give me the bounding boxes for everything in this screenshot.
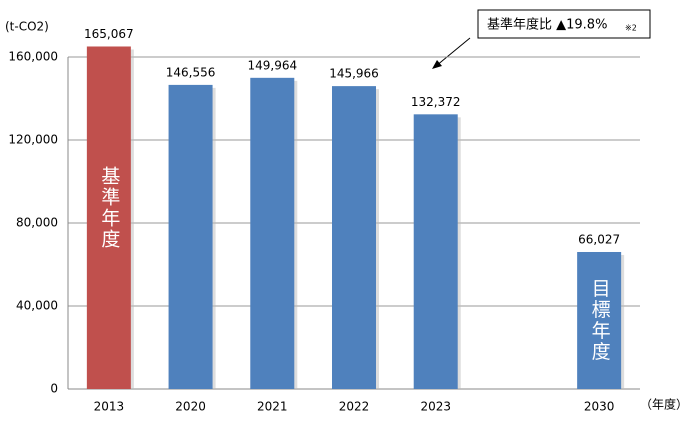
y-tick-label: 80,000 [16,216,58,230]
annotation-arrowhead [432,60,442,69]
bar [168,84,213,389]
value-label: 132,372 [411,95,461,109]
value-label: 145,966 [329,67,379,81]
value-label: 149,964 [247,58,297,72]
x-tick-label: 2030 [584,400,615,414]
bar [413,114,458,390]
annotation-box [477,9,651,39]
bar [577,251,622,389]
y-tick-label: 160,000 [8,50,58,64]
annotation-note: ※2 [625,24,637,33]
value-label: 146,556 [166,65,216,79]
x-axis-label: （年度） [640,397,688,412]
value-label: 165,067 [84,27,134,41]
y-tick-label: 0 [50,382,58,396]
bar [250,77,295,389]
bar [86,46,131,390]
x-tick-label: 2020 [175,400,206,414]
y-axis-label: (t-CO2) [5,20,49,34]
bar [332,86,376,390]
bar-text: 基準年度 [98,165,120,249]
annotation-arrow [435,37,471,67]
value-label: 66,027 [578,232,620,246]
annotation-text: 基準年度比 ▲19.8% [487,17,607,33]
x-tick-label: 2022 [339,400,370,414]
bar-text: 目標年度 [589,278,611,362]
x-tick-label: 2013 [94,400,125,414]
x-tick-label: 2021 [257,400,288,414]
y-tick-label: 120,000 [8,133,58,147]
x-tick-label: 2023 [420,400,451,414]
y-tick-label: 40,000 [16,299,58,313]
